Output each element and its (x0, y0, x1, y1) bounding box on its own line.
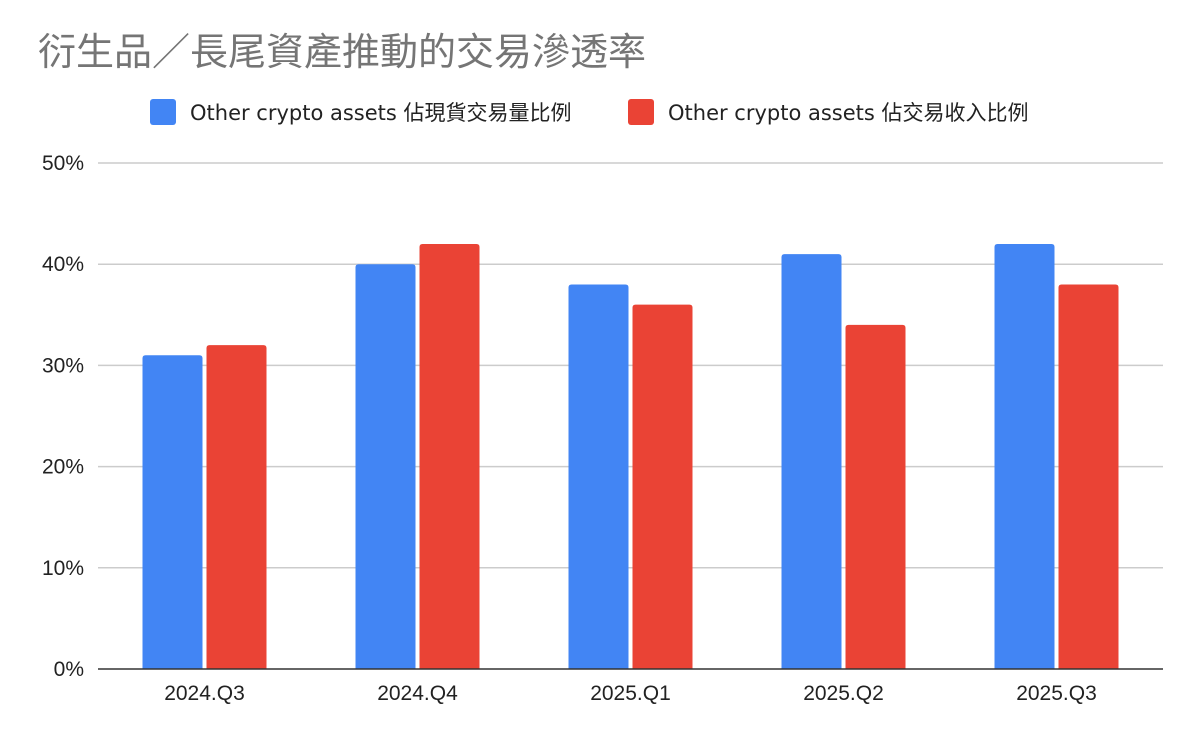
bar-revenue-2025.Q2[interactable] (845, 324, 906, 669)
y-tick-label: 50% (42, 152, 84, 175)
bar-spot-volume-2025.Q1[interactable] (568, 284, 629, 669)
bar-spot-volume-2024.Q3[interactable] (142, 355, 203, 669)
bar-revenue-2025.Q3[interactable] (1058, 284, 1119, 669)
bar-spot-volume-2024.Q4[interactable] (355, 264, 416, 669)
bar-revenue-2025.Q1[interactable] (632, 304, 693, 669)
legend-label-spot-volume: Other crypto assets 佔現貨交易量比例 (190, 101, 572, 125)
legend-swatch-red (628, 99, 654, 125)
legend-label-revenue: Other crypto assets 佔交易收入比例 (668, 101, 1029, 125)
x-tick-label: 2024.Q3 (164, 682, 245, 705)
y-tick-label: 10% (42, 557, 84, 580)
x-tick-label: 2024.Q4 (377, 682, 458, 705)
legend: Other crypto assets 佔現貨交易量比例 Other crypt… (0, 96, 1200, 128)
bar-spot-volume-2025.Q2[interactable] (781, 254, 842, 669)
x-tick-label: 2025.Q3 (1016, 682, 1097, 705)
x-tick-label: 2025.Q1 (590, 682, 671, 705)
y-tick-label: 20% (42, 456, 84, 479)
legend-item-revenue[interactable]: Other crypto assets 佔交易收入比例 (628, 96, 1029, 128)
chart-title: 衍生品／長尾資產推動的交易滲透率 (38, 30, 647, 74)
y-tick-label: 40% (42, 253, 84, 276)
bar-spot-volume-2025.Q3[interactable] (994, 243, 1055, 669)
y-tick-label: 0% (54, 658, 84, 681)
x-tick-label: 2025.Q2 (803, 682, 884, 705)
bar-revenue-2024.Q3[interactable] (206, 345, 267, 669)
legend-swatch-blue (150, 99, 176, 125)
bar-revenue-2024.Q4[interactable] (419, 243, 480, 669)
y-tick-label: 30% (42, 354, 84, 377)
legend-item-spot-volume[interactable]: Other crypto assets 佔現貨交易量比例 (150, 96, 572, 128)
